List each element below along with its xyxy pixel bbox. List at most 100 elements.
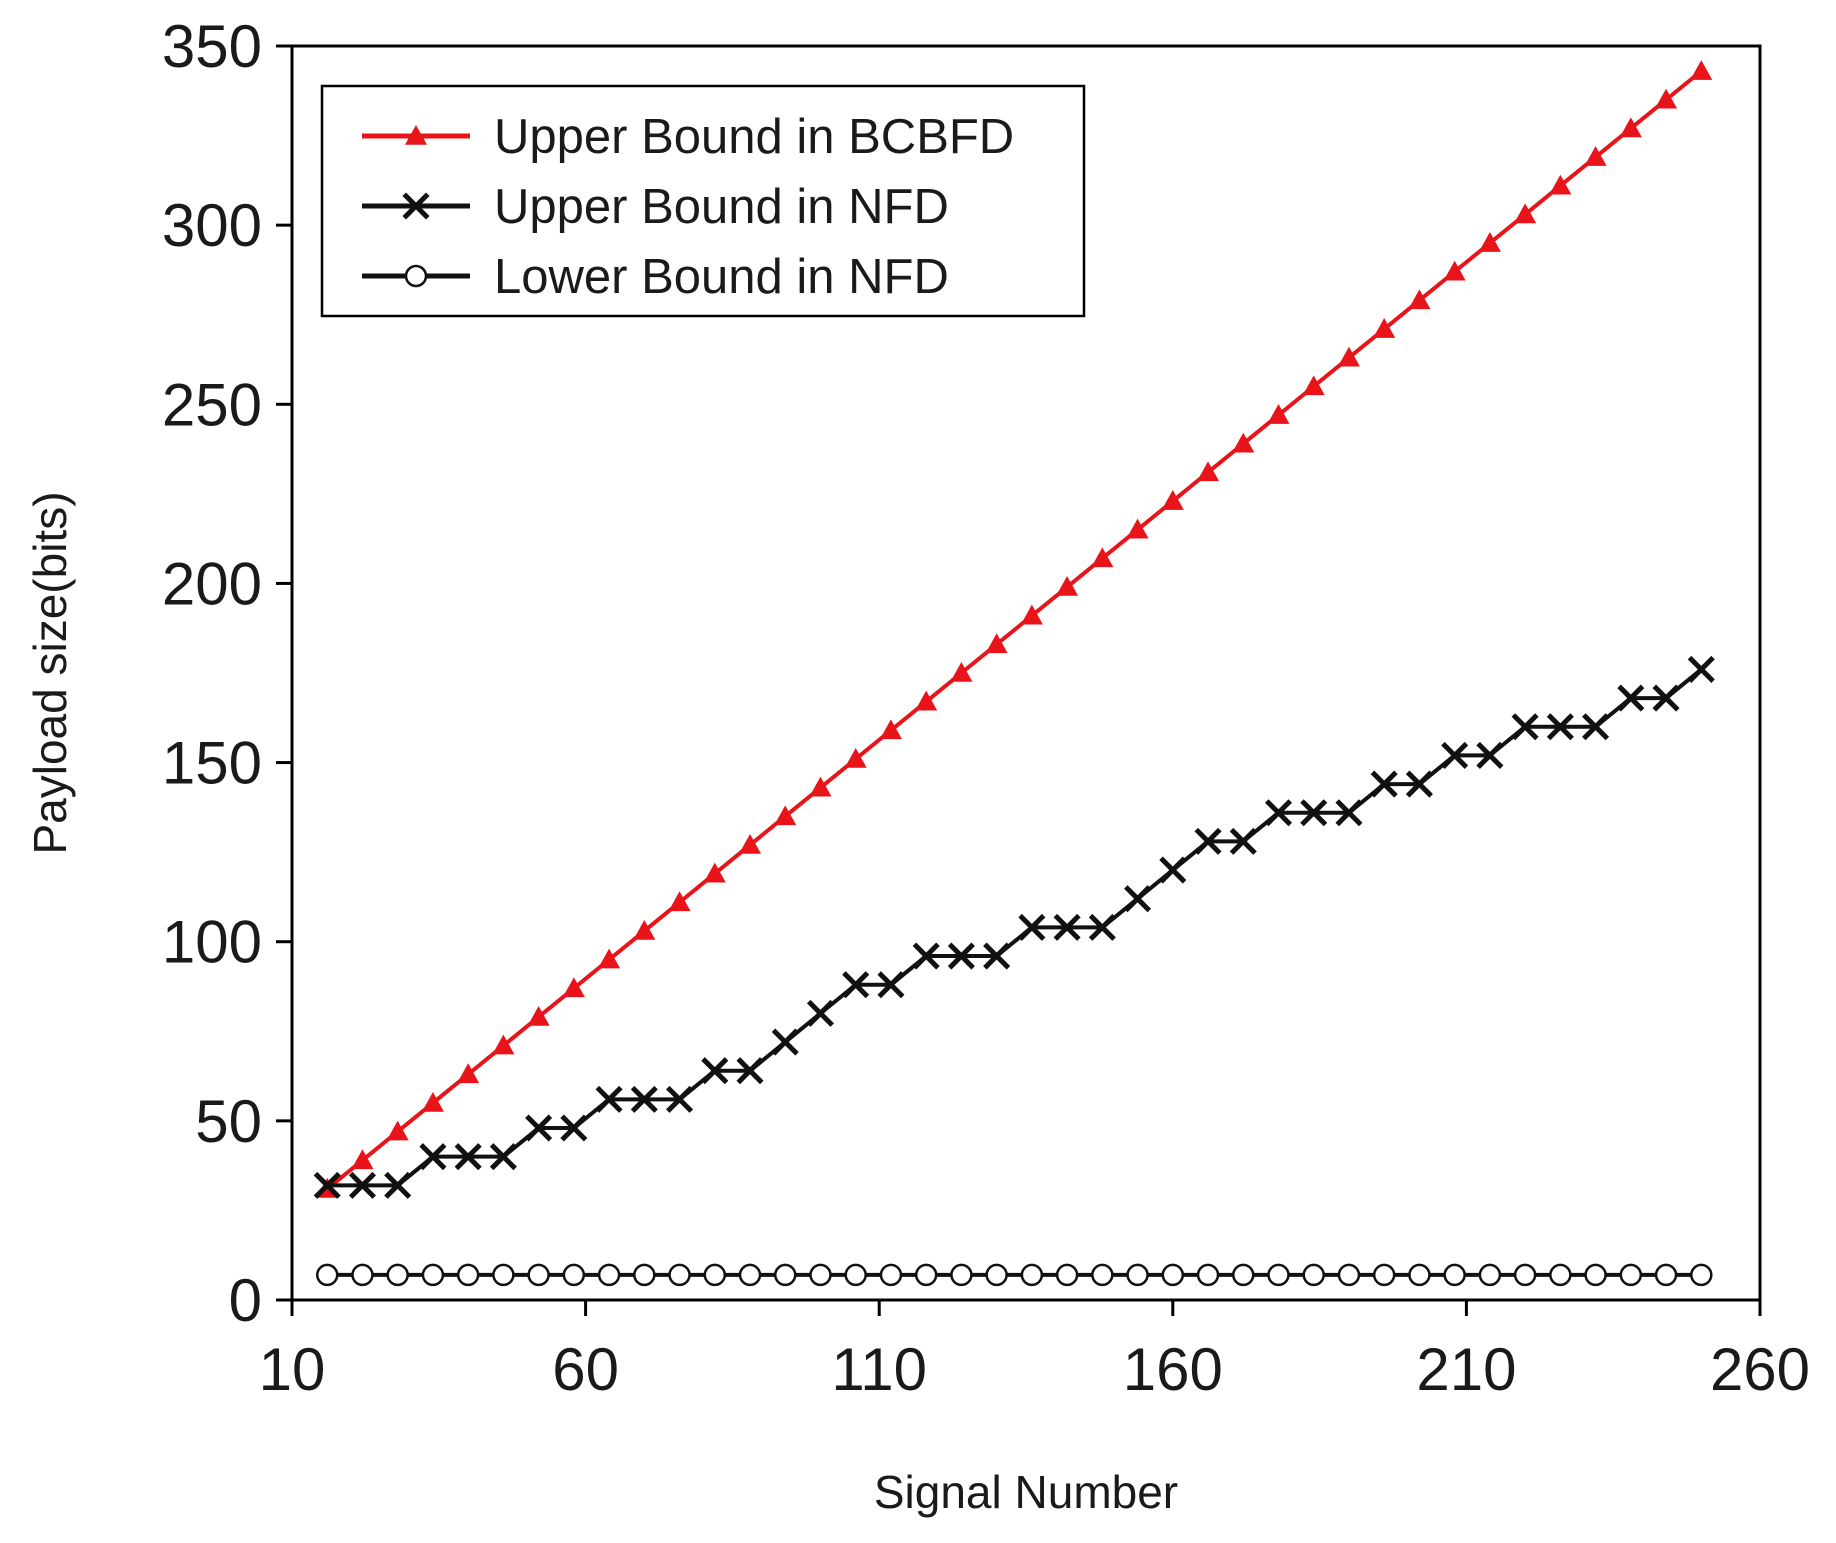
data-point-triangle bbox=[457, 1063, 480, 1084]
data-point-x bbox=[595, 1085, 623, 1113]
data-point-triangle bbox=[421, 1091, 444, 1112]
data-point-x bbox=[1335, 799, 1363, 827]
data-point-x bbox=[348, 1171, 376, 1199]
data-point-triangle bbox=[492, 1034, 515, 1055]
data-point-triangle bbox=[1020, 604, 1043, 625]
data-point-circle-open bbox=[492, 1263, 515, 1287]
data-point-circle-open bbox=[1584, 1263, 1607, 1287]
data-point-triangle bbox=[774, 805, 797, 826]
x-tick-label: 260 bbox=[1710, 1336, 1810, 1403]
data-point-x bbox=[771, 1028, 799, 1056]
y-tick-label: 350 bbox=[162, 13, 262, 80]
data-point-triangle bbox=[1302, 375, 1325, 396]
data-point-circle-open bbox=[844, 1263, 867, 1287]
data-point-x bbox=[1124, 885, 1152, 913]
data-point-triangle bbox=[1197, 461, 1220, 482]
y-tick-label: 100 bbox=[162, 909, 262, 976]
x-tick-label: 160 bbox=[1123, 1336, 1223, 1403]
data-point-circle-open bbox=[351, 1263, 374, 1287]
data-point-x bbox=[630, 1085, 658, 1113]
data-point-x bbox=[525, 1114, 553, 1142]
data-point-x bbox=[384, 1171, 412, 1199]
x-tick-label: 210 bbox=[1416, 1336, 1516, 1403]
series-line-x bbox=[327, 667, 1703, 1188]
data-point-circle-open bbox=[386, 1263, 409, 1287]
data-point-triangle bbox=[739, 833, 762, 854]
data-point-triangle bbox=[1126, 518, 1149, 539]
data-point-circle-open bbox=[633, 1263, 656, 1287]
data-point-circle-open bbox=[597, 1263, 621, 1287]
data-point-circle-open bbox=[1372, 1263, 1396, 1287]
data-point-triangle bbox=[562, 977, 585, 998]
data-point-triangle bbox=[1584, 146, 1607, 166]
data-point-circle-open bbox=[879, 1263, 903, 1287]
data-point-circle-open bbox=[703, 1263, 727, 1287]
data-point-triangle bbox=[844, 747, 867, 768]
data-point-x bbox=[313, 1171, 341, 1199]
x-axis-title: Signal Number bbox=[874, 1466, 1178, 1518]
data-point-x bbox=[806, 999, 835, 1027]
data-point-x bbox=[1687, 655, 1715, 683]
data-point-triangle bbox=[1690, 60, 1713, 80]
x-tick-label: 60 bbox=[552, 1336, 619, 1403]
data-point-x bbox=[1370, 770, 1398, 798]
data-point-x bbox=[1405, 770, 1433, 798]
data-point-x bbox=[1441, 741, 1469, 769]
data-point-triangle bbox=[1408, 289, 1431, 310]
data-point-x bbox=[1018, 913, 1046, 941]
data-point-triangle bbox=[1056, 576, 1079, 596]
data-point-circle-open bbox=[456, 1263, 480, 1287]
y-tick-label: 200 bbox=[162, 550, 262, 617]
data-point-circle-open bbox=[1020, 1263, 1044, 1287]
data-point-triangle bbox=[386, 1120, 409, 1141]
data-point-triangle bbox=[598, 948, 621, 969]
data-point-x bbox=[1546, 713, 1574, 741]
data-point-triangle bbox=[915, 690, 938, 711]
data-point-triangle bbox=[950, 662, 973, 682]
data-point-triangle bbox=[1161, 490, 1184, 510]
data-point-x bbox=[489, 1143, 517, 1171]
data-point-triangle bbox=[1267, 404, 1290, 424]
data-point-x bbox=[1053, 913, 1081, 941]
y-tick-label: 50 bbox=[195, 1088, 262, 1155]
data-point-x bbox=[1582, 713, 1610, 741]
data-point-circle-open bbox=[1055, 1263, 1079, 1287]
data-point-triangle bbox=[703, 862, 726, 883]
data-point-circle-open bbox=[668, 1263, 691, 1287]
data-point-circle-open bbox=[773, 1263, 797, 1287]
data-point-circle-open bbox=[1408, 1263, 1431, 1287]
legend: Upper Bound in BCBFD Upper Bound in NFD Lo… bbox=[320, 84, 1086, 318]
data-point-circle-open bbox=[1478, 1263, 1502, 1287]
data-point-x bbox=[736, 1057, 764, 1085]
data-point-circle-open bbox=[1267, 1263, 1290, 1287]
data-point-triangle bbox=[1232, 432, 1255, 453]
data-point-circle-open bbox=[950, 1263, 973, 1287]
legend-label: Upper Bound in NFD bbox=[494, 180, 949, 234]
data-point-x bbox=[1511, 713, 1539, 741]
legend-marker-x bbox=[402, 192, 430, 220]
data-point-x bbox=[842, 971, 870, 999]
data-point-circle-open bbox=[914, 1263, 938, 1287]
data-point-triangle bbox=[1549, 174, 1572, 195]
data-point-triangle bbox=[1655, 88, 1678, 109]
data-point-triangle bbox=[985, 633, 1008, 654]
data-point-circle-open bbox=[738, 1263, 762, 1287]
data-point-triangle bbox=[1443, 260, 1466, 281]
data-point-circle-open bbox=[1091, 1263, 1114, 1287]
data-point-x bbox=[454, 1143, 482, 1171]
data-point-circle-open bbox=[421, 1263, 445, 1287]
data-point-triangle bbox=[1091, 547, 1114, 568]
x-tick-label: 10 bbox=[259, 1336, 326, 1403]
y-tick-label: 300 bbox=[162, 192, 262, 259]
y-tick-label: 150 bbox=[162, 730, 262, 797]
data-point-circle-open bbox=[1232, 1263, 1255, 1287]
data-point-triangle bbox=[351, 1149, 374, 1170]
data-point-x bbox=[419, 1143, 447, 1171]
data-point-circle-open bbox=[1443, 1263, 1466, 1287]
data-point-triangle bbox=[668, 891, 691, 912]
data-point-x bbox=[1088, 913, 1116, 941]
data-point-triangle bbox=[809, 776, 832, 797]
data-point-x bbox=[1300, 799, 1328, 827]
